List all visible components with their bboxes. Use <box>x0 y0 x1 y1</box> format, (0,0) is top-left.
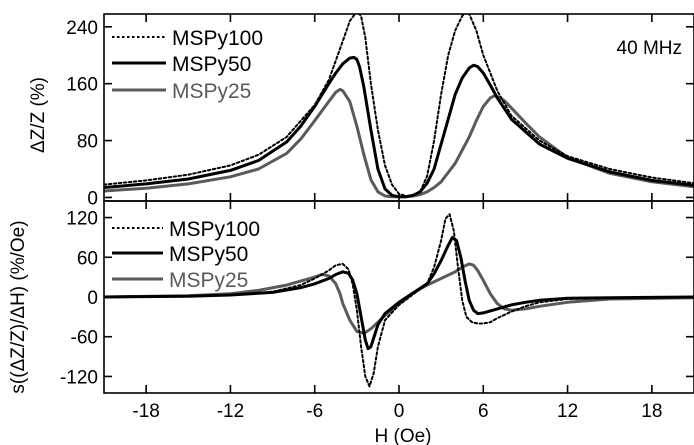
bottom-series-mspy100 <box>104 213 694 388</box>
bottom-y-axis-label: s((ΔZ/Z)/ΔH) (%/Oe) <box>8 220 29 393</box>
x-tick-label: 12 <box>557 401 578 422</box>
x-axis-label: H (Oe) <box>375 426 432 445</box>
top-y-tick-label: 0 <box>87 188 98 209</box>
bottom-series-mspy50 <box>104 235 694 351</box>
bottom-legend-label-mspy50: MSPy50 <box>169 243 248 266</box>
top-legend-label-mspy100: MSPy100 <box>172 27 263 50</box>
top-panel: 0 80 160 240 MSPy100 MSPy50 MSPy25 40 MHz ΔZ/… <box>28 13 694 209</box>
bottom-y-tick-label: 120 <box>66 209 98 230</box>
top-legend-label-mspy25: MSPy25 <box>172 80 251 103</box>
top-series-mspy100 <box>104 14 694 197</box>
bottom-series-group <box>104 213 694 388</box>
top-y-axis-label: ΔZ/Z (%) <box>28 77 49 153</box>
top-series-mspy25 <box>104 87 694 199</box>
top-y-tick-label: 240 <box>66 18 98 39</box>
top-series-group <box>104 14 694 199</box>
x-tick-label: -12 <box>217 401 244 422</box>
bottom-y-tick-label: 0 <box>87 288 98 309</box>
top-y-tick-label: 160 <box>66 75 98 96</box>
frequency-annotation: 40 MHz <box>617 38 682 59</box>
bottom-legend-label-mspy25: MSPy25 <box>169 269 248 292</box>
bottom-y-tick-label: 60 <box>77 248 98 269</box>
x-tick-label: 18 <box>641 401 662 422</box>
top-axes-group: 0 80 160 240 <box>66 13 694 209</box>
bottom-y-tick-label: -120 <box>60 367 98 388</box>
top-y-tick-label: 80 <box>77 132 98 153</box>
bottom-y-tick-label: -60 <box>71 328 98 349</box>
bottom-legend-label-mspy100: MSPy100 <box>169 218 260 241</box>
top-legend-label-mspy50: MSPy50 <box>172 53 251 76</box>
x-tick-label: 0 <box>394 401 405 422</box>
x-tick-label: 6 <box>478 401 489 422</box>
x-tick-label: -18 <box>132 401 159 422</box>
top-legend: MSPy100 MSPy50 MSPy25 <box>112 27 263 103</box>
x-tick-label: -6 <box>306 401 323 422</box>
top-series-mspy50 <box>104 55 694 199</box>
